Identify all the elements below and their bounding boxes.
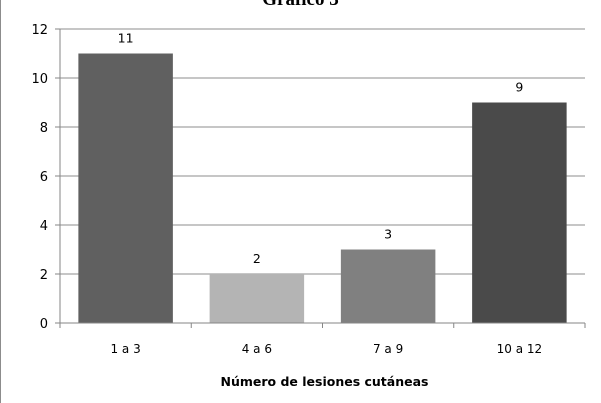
data-labels: 11 2 3 9	[118, 31, 524, 267]
y-tick-label: 6	[40, 170, 48, 185]
category-labels: 1 a 3 4 a 6 7 a 9 10 a 12	[59, 323, 586, 356]
data-label: 2	[253, 251, 261, 266]
chart-title: Gráfico 3	[0, 0, 601, 11]
bars	[78, 53, 567, 323]
data-label: 11	[118, 31, 134, 46]
y-tick-labels: 0 2 4 6 8 10 12	[31, 23, 60, 332]
x-axis-title: Número de lesiones cutáneas	[221, 374, 429, 389]
y-tick-label: 2	[40, 268, 48, 283]
bar	[209, 274, 305, 323]
data-label: 3	[384, 227, 392, 242]
y-tick-label: 8	[40, 121, 48, 136]
category-label: 7 a 9	[373, 342, 403, 356]
category-label: 10 a 12	[497, 342, 543, 356]
data-label: 9	[515, 80, 523, 95]
category-label: 4 a 6	[242, 342, 272, 356]
bar	[78, 53, 173, 323]
y-tick-label: 4	[40, 219, 48, 234]
category-label: 1 a 3	[110, 342, 140, 356]
bar	[340, 249, 436, 323]
bar	[472, 102, 567, 323]
y-tick-label: 10	[31, 72, 48, 87]
y-tick-label: 12	[31, 23, 48, 38]
y-tick-label: 0	[40, 317, 48, 332]
